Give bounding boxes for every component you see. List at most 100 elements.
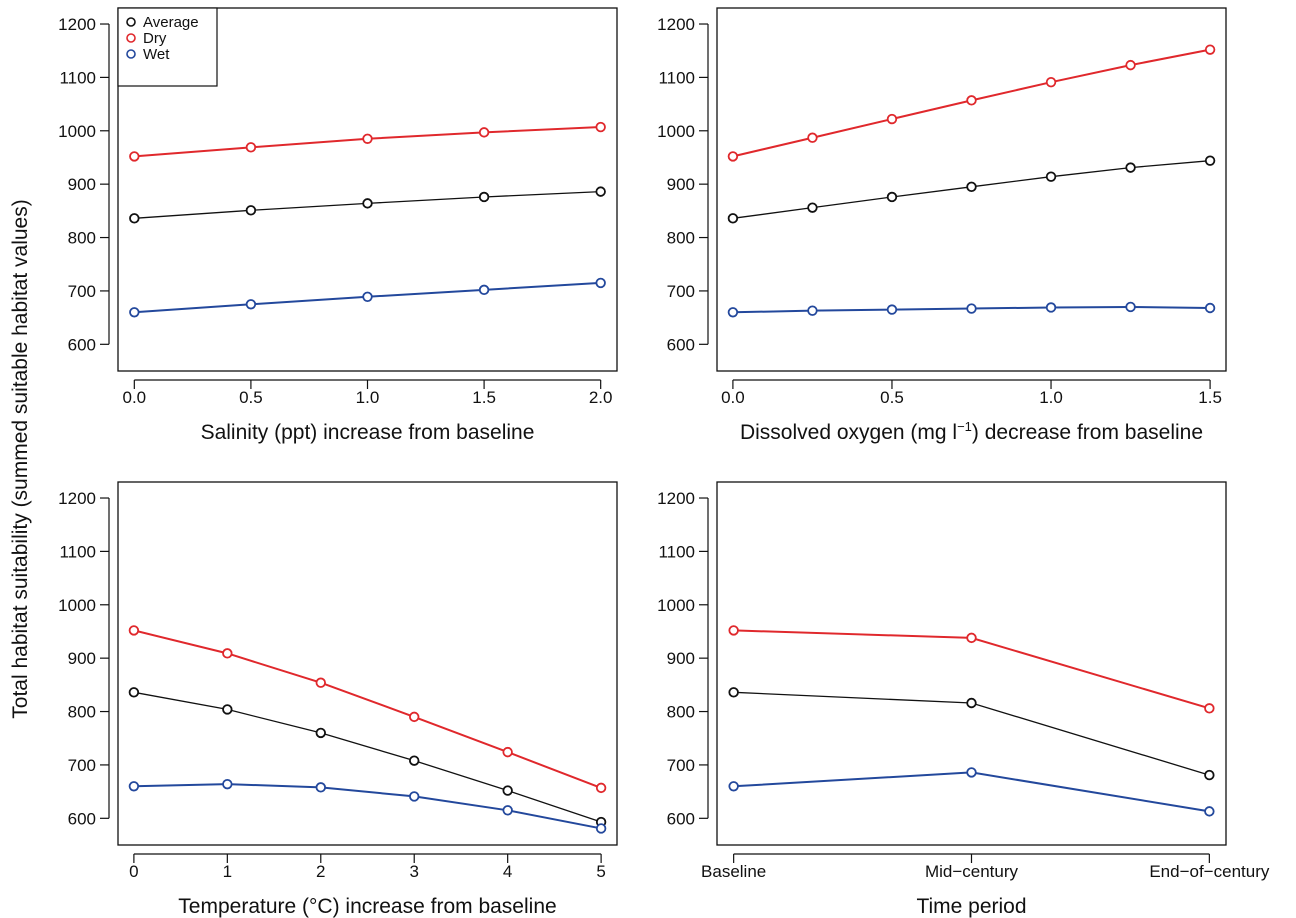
x-tick-label: 1.5 <box>1198 388 1222 407</box>
legend-label: Dry <box>143 30 167 47</box>
data-point-wet <box>502 805 513 816</box>
y-tick-label: 800 <box>68 229 96 248</box>
data-point-dry <box>502 746 513 758</box>
data-point-dry <box>478 127 490 138</box>
data-point-dry <box>128 625 140 636</box>
data-point-dry <box>728 625 739 636</box>
y-tick-label: 1200 <box>657 489 695 508</box>
plot-frame <box>716 7 1227 372</box>
y-tick-label: 1000 <box>58 596 96 615</box>
series-line-wet <box>133 783 602 830</box>
data-point-wet <box>128 781 140 792</box>
x-tick-label: 1.0 <box>1039 388 1063 407</box>
data-point-wet <box>595 823 607 834</box>
data-point-average <box>1204 769 1215 781</box>
data-point-wet <box>595 277 606 289</box>
x-axis-title: Temperature (°C) increase from baseline <box>178 895 556 918</box>
x-tick-label: End−of−century <box>1149 862 1270 881</box>
data-point-wet <box>222 778 233 790</box>
y-tick-label: 700 <box>667 282 695 301</box>
plot-frame <box>117 481 618 846</box>
y-tick-label: 800 <box>667 703 695 722</box>
data-point-average <box>245 205 257 216</box>
data-point-average <box>129 213 140 224</box>
y-tick-label: 900 <box>667 175 695 194</box>
x-axis-title-main: Dissolved oxygen (mg l <box>740 421 957 444</box>
data-point-wet <box>362 291 373 302</box>
y-tick-label: 1100 <box>59 542 96 561</box>
y-tick-label: 700 <box>68 756 96 775</box>
x-axis-title: Salinity (ppt) increase from baseline <box>201 421 535 444</box>
data-point-dry <box>966 632 977 644</box>
data-point-wet <box>245 299 257 310</box>
y-tick-label: 1100 <box>658 68 695 87</box>
series-line-wet <box>733 771 1210 813</box>
chart-panel-4: 600 700 800 900 1000 1100 1200 Baseline Mid−cent… <box>657 481 1270 918</box>
series-line-average <box>133 691 602 823</box>
chart-panel-3: 600 700 800 900 1000 1100 1200 0 1 2 3 4 5 Temperatur… <box>58 481 618 918</box>
data-point-average <box>409 755 420 766</box>
legend-marker-wet <box>126 49 136 59</box>
data-point-average <box>966 697 977 709</box>
y-tick-label: 800 <box>68 703 96 722</box>
data-point-dry <box>727 151 739 162</box>
data-point-dry <box>315 677 326 688</box>
data-point-dry <box>966 95 977 106</box>
x-tick-label: 0.5 <box>239 388 263 407</box>
y-tick-label: 600 <box>68 809 96 828</box>
y-tick-label: 1200 <box>58 15 96 34</box>
plot-frame <box>117 7 618 372</box>
legend-box <box>117 7 218 87</box>
x-tick-label: 4 <box>503 862 512 881</box>
data-point-wet <box>807 305 818 316</box>
plot-frame <box>716 481 1227 846</box>
x-tick-label: 1 <box>223 862 232 881</box>
data-point-wet <box>478 284 490 296</box>
data-point-average <box>1125 162 1136 173</box>
series-line-dry <box>133 629 602 789</box>
y-tick-label: 1000 <box>657 596 695 615</box>
shared-y-axis-title: Total habitat suitability (summed suitab… <box>9 199 32 718</box>
x-tick-label: Mid−century <box>925 862 1019 881</box>
x-tick-label: Baseline <box>701 862 766 881</box>
data-point-dry <box>1045 77 1057 88</box>
x-axis-title: Dissolved oxygen (mg l−1) decrease from … <box>740 419 1203 444</box>
chart-panel-1: 600 700 800 900 1000 1100 1200 0.0 0.5 1.0 1.5 2.0 S… <box>58 7 618 444</box>
x-axis-title: Time period <box>916 895 1026 918</box>
legend-label: Average <box>143 14 199 31</box>
y-tick-label: 1200 <box>657 15 695 34</box>
data-point-wet <box>728 781 739 792</box>
y-tick-label: 700 <box>667 756 695 775</box>
x-axis-title-main: Salinity (ppt) increase from baseline <box>201 421 535 444</box>
data-point-wet <box>1204 806 1215 817</box>
data-point-wet <box>886 304 898 315</box>
y-tick-label: 1000 <box>657 122 695 141</box>
data-point-average <box>728 687 739 698</box>
y-tick-label: 1100 <box>59 68 96 87</box>
data-point-dry <box>409 711 420 723</box>
data-point-average <box>128 687 140 698</box>
x-axis-title-end: ) decrease from baseline <box>972 421 1203 444</box>
data-point-dry <box>1125 59 1136 71</box>
data-point-average <box>1045 171 1057 182</box>
y-tick-label: 1200 <box>58 489 96 508</box>
data-point-wet <box>1045 302 1057 313</box>
data-point-average <box>362 198 373 209</box>
x-tick-label: 2 <box>316 862 325 881</box>
chart-panel-2: 600 700 800 900 1000 1100 1200 0.0 0.5 1.0 1.5 Diss… <box>657 7 1227 444</box>
data-point-average <box>727 213 739 224</box>
y-tick-label: 600 <box>667 809 695 828</box>
y-tick-label: 600 <box>667 335 695 354</box>
x-tick-label: 2.0 <box>589 388 613 407</box>
y-tick-label: 1000 <box>58 122 96 141</box>
data-point-average <box>222 704 233 715</box>
x-axis-title-superscript: −1 <box>957 419 972 434</box>
data-point-wet <box>129 307 140 318</box>
data-point-average <box>595 186 606 197</box>
data-point-dry <box>595 121 606 133</box>
data-point-average <box>886 191 898 203</box>
y-tick-label: 700 <box>68 282 96 301</box>
data-point-dry <box>129 151 140 162</box>
data-point-dry <box>1204 703 1215 714</box>
